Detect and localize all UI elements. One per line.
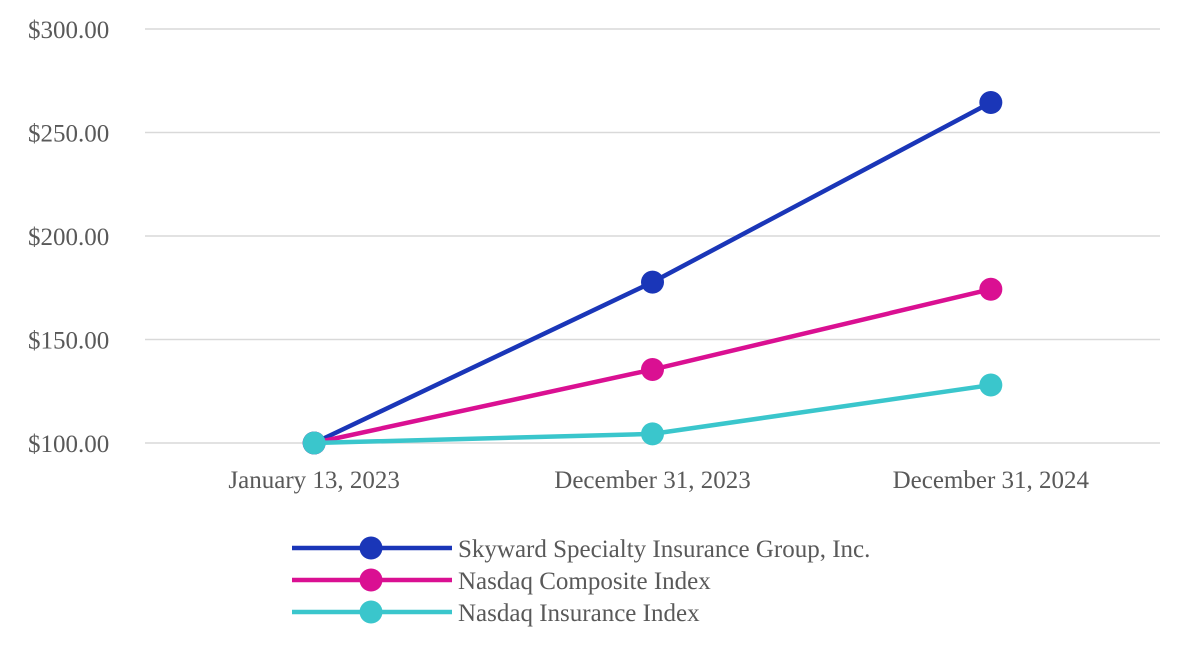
- legend: Skyward Specialty Insurance Group, Inc. N…: [292, 536, 870, 627]
- data-point-marker-series1-x1: [641, 358, 664, 382]
- legend-swatch-marker: [359, 600, 383, 624]
- data-point-marker-series0-x2: [979, 90, 1003, 114]
- legend-item: Skyward Specialty Insurance Group, Inc.: [292, 536, 870, 563]
- y-axis-tick-label: $100.00: [28, 431, 109, 458]
- legend-swatch-marker: [359, 568, 383, 592]
- legend-item: Nasdaq Composite Index: [292, 568, 711, 595]
- y-axis-tick-label: $250.00: [28, 121, 109, 148]
- data-point-marker-series1-x2: [979, 277, 1003, 301]
- legend-item: Nasdaq Insurance Index: [292, 600, 700, 627]
- y-axis-tick-label: $150.00: [28, 328, 109, 355]
- x-axis-tick-label: January 13, 2023: [228, 467, 400, 494]
- data-point-marker-series2-x0: [302, 431, 326, 455]
- x-axis-tick-label: December 31, 2024: [893, 467, 1090, 494]
- y-axis-tick-label: $200.00: [28, 224, 109, 251]
- x-axis-labels: January 13, 2023 December 31, 2023 Decembe…: [228, 467, 1089, 494]
- data-point-marker-series2-x2: [979, 373, 1003, 397]
- data-point-marker-series2-x1: [641, 422, 664, 446]
- y-axis-labels: $300.00 $250.00 $200.00 $150.00 $100.00: [28, 17, 109, 458]
- legend-label: Skyward Specialty Insurance Group, Inc.: [458, 536, 870, 563]
- x-axis-tick-label: December 31, 2023: [554, 467, 750, 494]
- legend-label: Nasdaq Insurance Index: [458, 600, 700, 627]
- data-point-marker-series0-x1: [641, 270, 664, 294]
- legend-label: Nasdaq Composite Index: [458, 568, 711, 595]
- y-axis-tick-label: $300.00: [28, 17, 109, 44]
- legend-swatch-marker: [359, 536, 383, 560]
- series-lines: [302, 90, 1003, 455]
